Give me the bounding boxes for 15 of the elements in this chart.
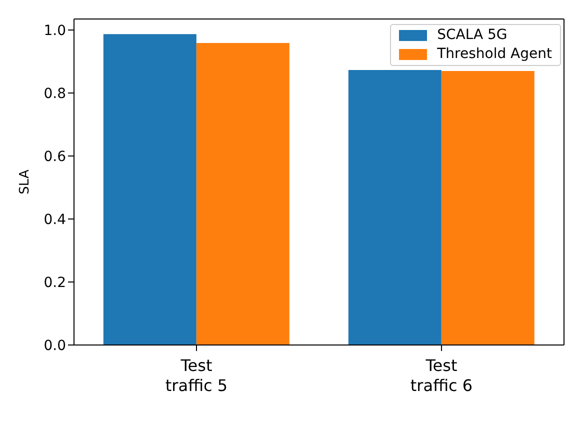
x-tick-label: Test traffic 5 <box>165 356 228 395</box>
legend-label: Threshold Agent <box>437 45 552 64</box>
y-tick-label: 0.6 <box>44 148 66 165</box>
y-tick-label: 1.0 <box>44 22 66 39</box>
y-tick-label: 0.8 <box>44 86 66 102</box>
bar <box>348 70 442 345</box>
y-tick-label: 0.4 <box>44 212 66 228</box>
x-tick-label: Test traffic 6 <box>410 356 473 395</box>
bar <box>441 70 534 345</box>
legend-label: SCALA 5G <box>437 26 508 45</box>
y-tick-label: 0.0 <box>44 338 66 354</box>
y-tick-label: 0.2 <box>44 274 66 291</box>
y-axis-title: SLA <box>18 170 33 194</box>
bar <box>196 42 290 345</box>
bar <box>103 34 196 345</box>
